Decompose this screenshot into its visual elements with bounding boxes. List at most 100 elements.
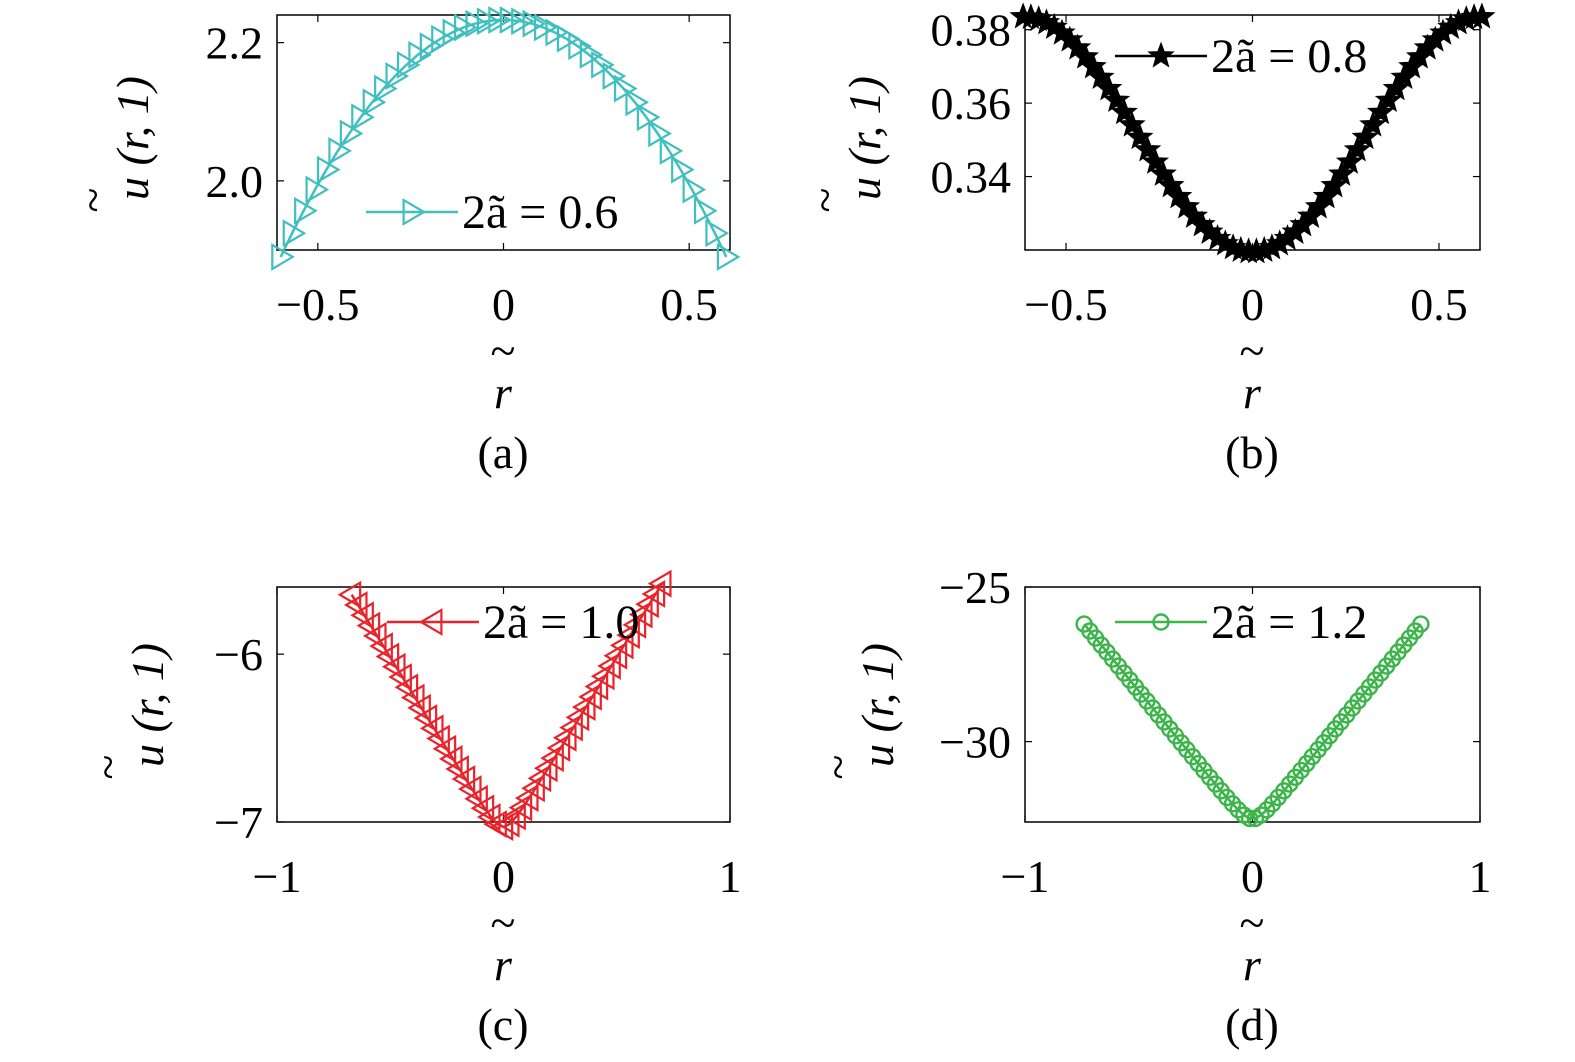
data-point — [648, 119, 672, 148]
data-point — [1149, 159, 1177, 186]
y-axis-label-group: u (r, 1)~ — [812, 643, 903, 779]
x-tick-label: 1 — [719, 851, 742, 902]
panel-label: (c) — [477, 999, 528, 1050]
y-tick-label: 0.38 — [931, 5, 1012, 56]
data-point — [457, 775, 482, 803]
data-point — [438, 744, 463, 773]
data-point — [578, 682, 602, 711]
data-point — [1126, 123, 1154, 150]
data-point — [374, 74, 398, 103]
data-point — [1141, 147, 1170, 174]
legend-marker — [1147, 41, 1175, 68]
data-point — [1412, 615, 1430, 633]
legend-marker — [1152, 613, 1170, 631]
data-point — [431, 24, 455, 53]
data-point — [571, 693, 596, 722]
data-point — [540, 744, 564, 773]
panel-c: −1 0 1−7−6~ru (r, 1)~(c)2ã = 1.0 — [82, 569, 742, 1050]
data-point — [625, 88, 650, 117]
data-point — [590, 662, 615, 691]
x-tick-label: 0 — [1241, 851, 1264, 902]
series-line — [1083, 623, 1422, 820]
data-point — [1258, 801, 1276, 819]
data-point — [546, 734, 571, 762]
data-point — [565, 703, 590, 732]
data-point — [597, 652, 621, 680]
data-point — [1157, 171, 1185, 198]
legend-label: 2ã = 0.8 — [1211, 30, 1367, 83]
data-point — [476, 7, 501, 36]
panel-label: (d) — [1225, 999, 1279, 1050]
legend-label: 2ã = 1.0 — [483, 596, 639, 649]
x-axis-tilde: ~ — [1240, 325, 1265, 376]
legend-marker — [418, 608, 443, 636]
data-point — [1240, 809, 1259, 828]
y-tick-label: −6 — [214, 629, 263, 680]
data-point — [413, 704, 438, 733]
data-point — [603, 641, 628, 670]
data-point — [426, 724, 450, 753]
panel-b: −0.5 0 0.50.340.360.38~ru (r, 1)~(b)2ã = 0… — [799, 2, 1496, 478]
data-point — [451, 765, 476, 793]
data-point — [533, 13, 558, 42]
data-point — [432, 734, 457, 763]
x-axis-tilde: ~ — [491, 325, 516, 376]
data-point — [1252, 806, 1270, 824]
data-point — [705, 219, 730, 248]
data-point — [552, 723, 577, 752]
data-point — [635, 590, 659, 619]
data-point — [294, 196, 318, 225]
data-point — [488, 6, 512, 34]
x-tick-label: −1 — [253, 851, 302, 902]
y-tick-label: 0.34 — [931, 152, 1012, 203]
data-point — [1351, 123, 1379, 150]
y-axis-label-group: u (r, 1)~ — [82, 643, 173, 779]
data-point — [514, 784, 539, 813]
data-point — [350, 601, 374, 630]
data-point — [682, 175, 707, 204]
data-point — [602, 62, 627, 91]
data-point — [591, 50, 615, 79]
y-tick-label: −7 — [214, 797, 263, 848]
data-point — [339, 119, 364, 148]
y-tick-label: −30 — [939, 717, 1011, 768]
data-point — [394, 673, 419, 702]
data-point — [362, 88, 387, 117]
data-point — [568, 32, 592, 61]
x-tick-label: 0 — [492, 279, 515, 330]
data-point — [419, 32, 444, 61]
data-point — [1102, 85, 1131, 113]
data-point — [1079, 52, 1107, 79]
data-point — [613, 74, 638, 103]
data-point — [381, 652, 406, 681]
data-point — [408, 40, 432, 69]
x-axis-tilde: ~ — [491, 897, 516, 948]
data-point — [1223, 795, 1242, 813]
panel-a: −0.5 0 0.52.02.2~ru (r, 1)~(a)2ã = 0.6 — [67, 6, 741, 478]
panel-label: (b) — [1225, 427, 1279, 478]
data-point — [396, 50, 421, 79]
data-point — [400, 683, 425, 712]
data-point — [545, 18, 570, 47]
x-axis-label: r — [494, 939, 513, 990]
data-point — [616, 621, 640, 650]
data-point — [659, 136, 684, 165]
data-point — [527, 764, 552, 793]
data-point — [693, 196, 718, 225]
data-point — [305, 175, 330, 204]
data-point — [356, 611, 381, 640]
data-point — [385, 62, 410, 91]
x-tick-label: 0 — [1241, 279, 1264, 330]
data-point — [1468, 2, 1496, 29]
data-point — [316, 155, 341, 184]
legend-marker — [402, 198, 427, 226]
y-tick-label: 0.36 — [931, 78, 1012, 129]
data-point — [671, 155, 695, 184]
data-point — [375, 642, 400, 671]
x-axis-tilde: ~ — [1240, 897, 1265, 948]
data-point — [579, 40, 604, 69]
data-point — [351, 103, 375, 132]
data-point — [442, 18, 467, 47]
data-point — [337, 580, 362, 609]
